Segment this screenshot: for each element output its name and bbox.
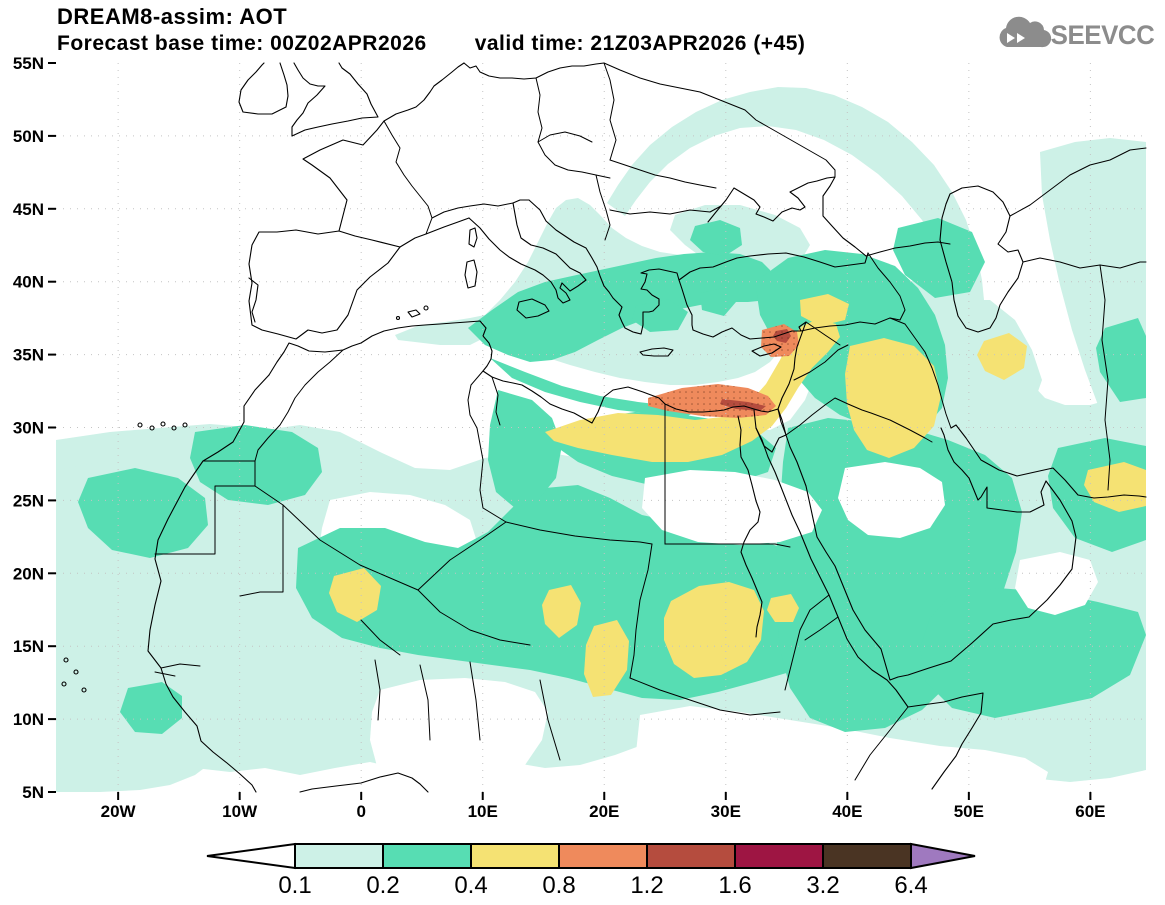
lon-tick-label: 20E: [589, 802, 619, 821]
lon-tick-label: 0: [356, 802, 365, 821]
lon-tick-label: 10E: [468, 802, 498, 821]
legend-over-arrow: [910, 842, 976, 870]
aot-contour-0p4: [329, 294, 1146, 697]
lon-tick-label: 30E: [711, 802, 741, 821]
country-borders: [154, 62, 1147, 781]
coastlines: [147, 62, 1147, 793]
lat-tick-label: 35N: [13, 346, 44, 365]
forecast-times: Forecast base time: 00Z02APR2026 valid ti…: [57, 32, 805, 56]
lat-tick-label: 25N: [13, 491, 44, 510]
lat-tick-label: 10N: [13, 710, 44, 729]
aot-holes-inner: [642, 462, 1098, 615]
lon-tick-label: 20W: [101, 802, 137, 821]
lat-tick-label: 50N: [13, 127, 44, 146]
logo-text: SEEVCCC: [1051, 20, 1155, 51]
aot-shading: [56, 87, 1146, 792]
grid-lines: [56, 63, 1146, 792]
lon-tick-label: 50E: [954, 802, 984, 821]
legend-value-label: 0.8: [542, 872, 575, 899]
lat-tick-label: 15N: [13, 637, 44, 656]
legend-value-label: 1.2: [630, 872, 663, 899]
legend-value-label: 0.1: [278, 872, 311, 899]
valid-time: valid time: 21Z03APR2026 (+45): [474, 32, 806, 56]
lat-tick-label: 30N: [13, 419, 44, 438]
lat-tick-label: 40N: [13, 273, 44, 292]
lon-tick-label: 10W: [222, 802, 258, 821]
legend-box: [470, 843, 560, 869]
seevccc-logo: SEEVCCC: [995, 10, 1155, 56]
header: DREAM8-assim: AOT Forecast base time: 00…: [57, 4, 805, 56]
islands: [61, 227, 782, 693]
legend-box: [294, 843, 384, 869]
axis-ticks-labels: 20W 10W 0 10E 20E 30E 40E 50E 60E 55N 50N 45N 40N 35N…: [13, 54, 1106, 821]
legend-box: [646, 843, 736, 869]
lon-tick-label: 40E: [832, 802, 862, 821]
legend-box: [822, 843, 912, 869]
legend-under-arrow: [206, 842, 296, 870]
color-scale-legend: 0.1 0.2 0.4 0.8 1.2 1.6 3.2 6.4: [206, 842, 976, 899]
legend-box: [382, 843, 472, 869]
legend-value-label: 0.2: [366, 872, 399, 899]
legend-value-label: 6.4: [894, 872, 927, 899]
lat-tick-label: 45N: [13, 200, 44, 219]
lon-tick-label: 60E: [1075, 802, 1105, 821]
lat-tick-label: 5N: [22, 783, 44, 802]
legend-value-label: 1.6: [718, 872, 751, 899]
legend-box: [558, 843, 648, 869]
legend-value-label: 0.4: [454, 872, 487, 899]
forecast-base-time: Forecast base time: 00Z02APR2026: [57, 32, 427, 56]
logo-svg: SEEVCCC: [999, 16, 1155, 51]
page-title: DREAM8-assim: AOT: [57, 4, 288, 29]
cloud-arrow-icon: [999, 16, 1052, 48]
legend-value-label: 3.2: [806, 872, 839, 899]
lat-tick-label: 55N: [13, 54, 44, 73]
aot-map: 20W 10W 0 10E 20E 30E 40E 50E 60E 55N 50N 45N 40N 35N…: [13, 54, 1147, 821]
legend-box: [734, 843, 824, 869]
lat-tick-label: 20N: [13, 564, 44, 583]
